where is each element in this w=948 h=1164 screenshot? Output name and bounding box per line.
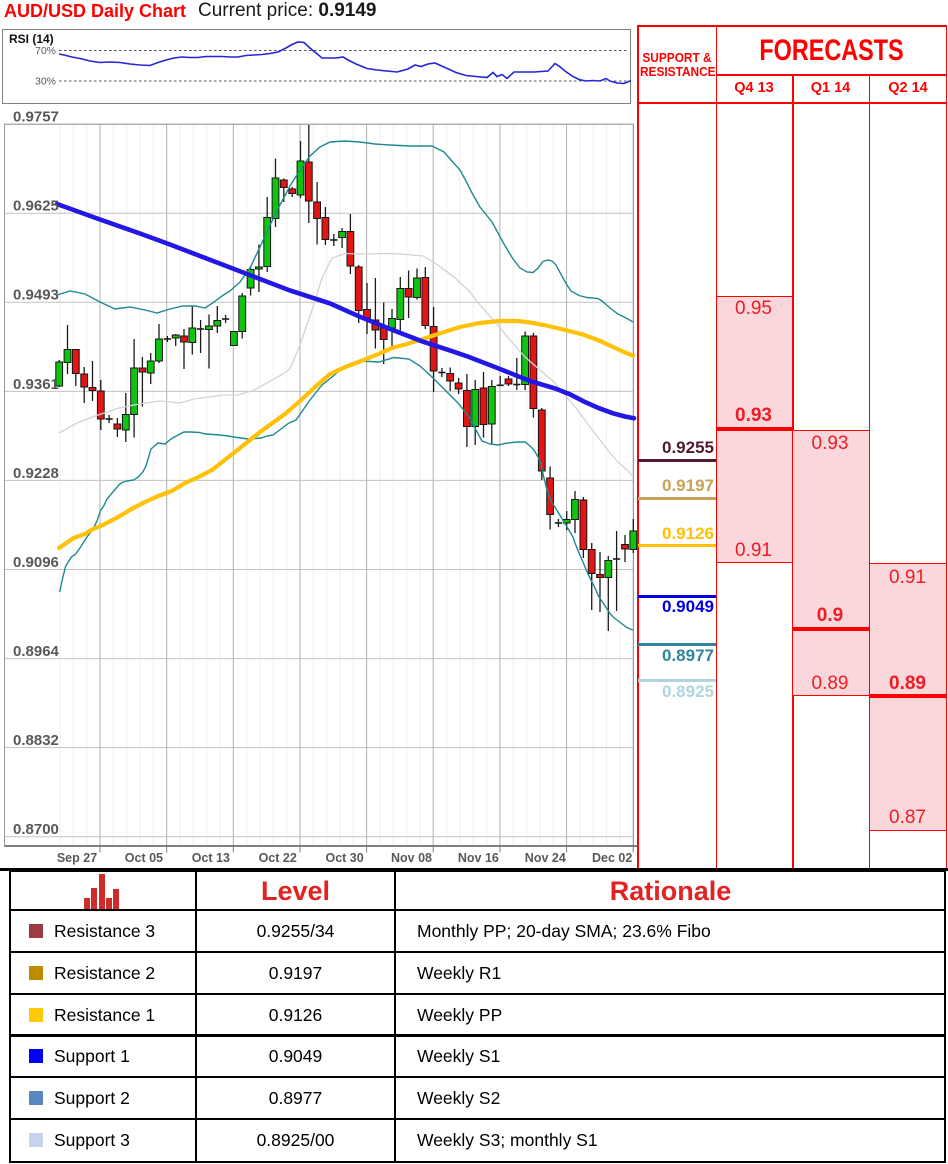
svg-text:Sep 27: Sep 27 [57,851,97,865]
svg-text:Oct 22: Oct 22 [259,851,297,865]
svg-text:Dec 02: Dec 02 [592,851,632,865]
svg-text:0.9757: 0.9757 [13,109,59,126]
svg-text:0.9625: 0.9625 [13,198,59,215]
svg-text:30%: 30% [35,76,56,88]
svg-text:0.8700: 0.8700 [13,821,59,838]
svg-text:0.9228: 0.9228 [13,465,59,482]
svg-text:0.8964: 0.8964 [13,643,60,660]
svg-text:70%: 70% [35,45,56,57]
svg-text:0.9096: 0.9096 [13,554,59,571]
svg-text:0.8832: 0.8832 [13,732,59,749]
svg-text:Nov 16: Nov 16 [458,851,499,865]
svg-text:Nov 08: Nov 08 [391,851,432,865]
svg-text:RSI (14): RSI (14) [9,32,54,46]
svg-text:Nov 24: Nov 24 [525,851,566,865]
svg-text:Oct 05: Oct 05 [125,851,163,865]
svg-text:Oct 13: Oct 13 [192,851,230,865]
svg-text:0.9493: 0.9493 [13,287,59,304]
svg-text:0.9361: 0.9361 [13,376,59,393]
svg-text:Oct 30: Oct 30 [325,851,363,865]
